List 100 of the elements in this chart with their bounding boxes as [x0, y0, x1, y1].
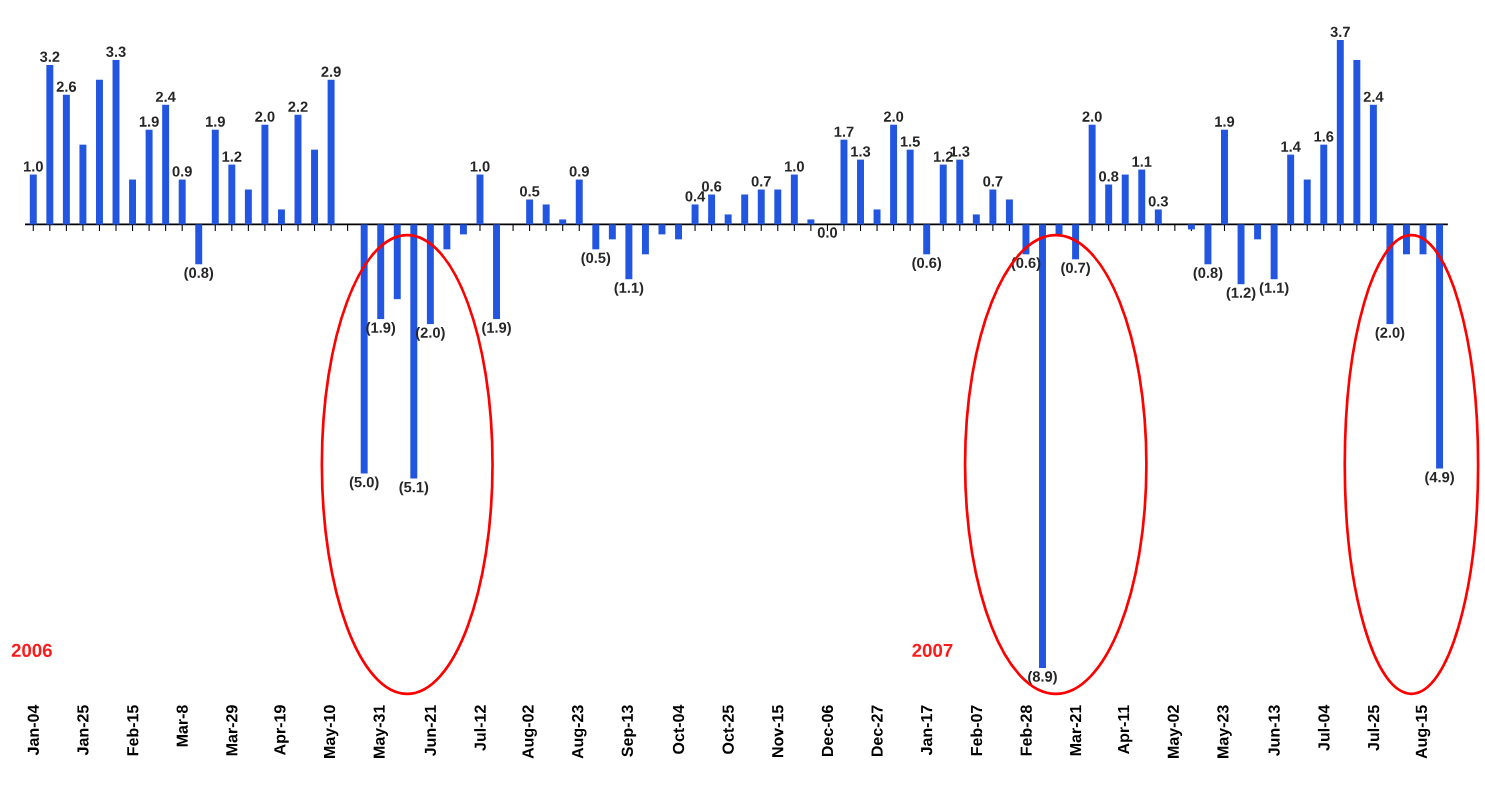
bar	[211, 129, 219, 225]
data-label: (8.9)	[1028, 670, 1057, 685]
x-tick-label: Sep-13	[621, 705, 637, 757]
data-label: 3.7	[1330, 26, 1350, 38]
bar	[1154, 209, 1162, 225]
bar	[1254, 224, 1262, 240]
x-tick-label: Feb-15	[126, 705, 139, 756]
x-tick-label: Jan-25	[77, 705, 89, 756]
data-label: 0.8	[1099, 171, 1119, 182]
x-tick-label: Dec-27	[871, 705, 883, 757]
data-label: (0.5)	[581, 252, 611, 266]
x-tick-label: Mar-8	[176, 705, 188, 747]
bar	[360, 224, 368, 474]
x-tick-label: Aug-02	[522, 705, 537, 759]
bar	[1204, 224, 1212, 265]
data-label: (0.7)	[1061, 262, 1090, 276]
data-label: (4.9)	[1425, 471, 1454, 486]
x-tick-label: May-31	[373, 705, 388, 758]
data-label: 1.1	[1132, 156, 1152, 167]
bar	[46, 64, 54, 225]
data-label: (2.0)	[1375, 327, 1405, 341]
bar	[906, 149, 914, 225]
bar	[542, 204, 550, 225]
bar	[1369, 104, 1377, 225]
bar	[1138, 169, 1146, 225]
data-label: 1.0	[785, 161, 804, 172]
data-label: 1.0	[470, 161, 490, 172]
data-label: 0.7	[983, 176, 1003, 187]
bar	[1055, 224, 1063, 235]
bar	[1336, 39, 1344, 225]
bar	[62, 94, 70, 225]
bar	[410, 224, 418, 479]
data-label: 1.9	[206, 116, 225, 127]
bar	[459, 224, 467, 235]
bar	[774, 189, 782, 225]
data-label: 1.7	[834, 126, 854, 137]
bar	[1039, 224, 1046, 668]
bar	[625, 224, 633, 280]
data-label: (0.6)	[912, 257, 942, 271]
data-label: 1.0	[24, 161, 43, 172]
x-tick-label: Aug-23	[571, 705, 587, 759]
bar	[426, 224, 434, 325]
bar	[641, 224, 649, 255]
bar	[691, 204, 699, 225]
bar	[493, 224, 501, 320]
bar	[1270, 224, 1278, 280]
data-label: (1.1)	[1259, 282, 1289, 296]
bar	[228, 164, 236, 225]
x-tick-label: Mar-21	[1069, 705, 1082, 756]
bar	[145, 129, 153, 225]
x-tick-label: Jul-12	[474, 705, 486, 751]
data-label: 1.5	[900, 136, 920, 147]
bar	[807, 219, 815, 225]
x-tick-label: Jun-13	[1268, 705, 1280, 757]
data-label: (1.2)	[1226, 287, 1256, 301]
data-label: 1.2	[222, 151, 242, 162]
bar	[1105, 184, 1113, 225]
data-label: 0.9	[172, 166, 192, 177]
bar	[526, 199, 534, 225]
bar	[1287, 154, 1295, 225]
bar	[608, 224, 616, 240]
x-tick-label: Jul-25	[1367, 705, 1380, 751]
bar	[1320, 144, 1328, 225]
x-tick-label: Dec-06	[821, 705, 834, 757]
x-tick-label: May-02	[1167, 705, 1183, 758]
data-label: 2.0	[1082, 111, 1102, 122]
bar	[956, 159, 964, 225]
data-label: 0.5	[520, 186, 540, 197]
x-tick-label: Jan-04	[27, 704, 39, 756]
x-tick-label: Jul-04	[1317, 704, 1330, 751]
x-tick-label: Apr-11	[1118, 705, 1133, 755]
data-label: (1.9)	[482, 322, 511, 336]
bar	[873, 209, 881, 225]
x-tick-label: Jun-21	[424, 705, 437, 757]
data-label: (1.1)	[614, 282, 644, 296]
bar	[1353, 59, 1361, 225]
bar	[1237, 224, 1245, 285]
bar	[162, 104, 170, 225]
bar	[724, 214, 732, 225]
data-label: 3.3	[106, 46, 126, 57]
bar	[311, 149, 319, 225]
bar	[989, 189, 997, 225]
bar	[1088, 124, 1096, 225]
bar	[443, 224, 451, 250]
bar	[559, 219, 567, 225]
bar	[790, 174, 798, 225]
bar	[393, 224, 401, 300]
data-label: 1.9	[1215, 116, 1235, 127]
data-label: 2.0	[255, 111, 275, 122]
bar	[327, 79, 335, 225]
bar	[857, 159, 864, 225]
data-label: 0.4	[685, 191, 706, 202]
data-label: 2.4	[155, 91, 176, 102]
data-label: 0.3	[1148, 196, 1168, 207]
bar	[1121, 174, 1129, 225]
bar	[129, 179, 137, 225]
bar	[29, 174, 37, 225]
x-tick-label: Apr-19	[274, 705, 289, 755]
bar	[741, 194, 749, 225]
data-label: 2.4	[1363, 91, 1384, 102]
